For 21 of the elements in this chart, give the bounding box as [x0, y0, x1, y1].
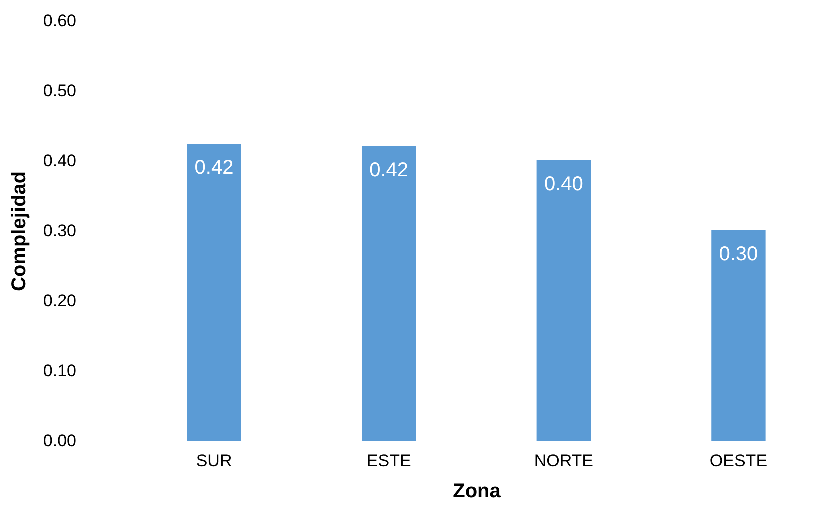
- bar: [362, 146, 416, 441]
- y-tick-label: 0.00: [43, 432, 76, 450]
- y-tick-label: 0.50: [43, 82, 76, 100]
- data-label: 0.30: [719, 243, 758, 266]
- bar: [712, 230, 766, 441]
- data-label: 0.40: [544, 173, 584, 196]
- y-tick-label: 0.60: [43, 12, 76, 30]
- x-tick-label: ESTE: [366, 452, 412, 470]
- data-label: 0.42: [194, 157, 234, 180]
- bar: [536, 160, 591, 441]
- x-tick-label: SUR: [196, 452, 232, 470]
- y-tick-label: 0.20: [43, 292, 76, 310]
- y-axis-title: Complejidad: [8, 171, 30, 292]
- x-tick-label: NORTE: [534, 452, 594, 470]
- y-tick-label: 0.30: [43, 222, 76, 240]
- bar: [187, 144, 242, 441]
- y-tick-label: 0.10: [43, 362, 76, 380]
- data-label: 0.42: [370, 159, 409, 182]
- x-axis-title: Zona: [453, 480, 502, 502]
- x-tick-label: OESTE: [710, 452, 768, 470]
- y-tick-label: 0.40: [43, 152, 76, 170]
